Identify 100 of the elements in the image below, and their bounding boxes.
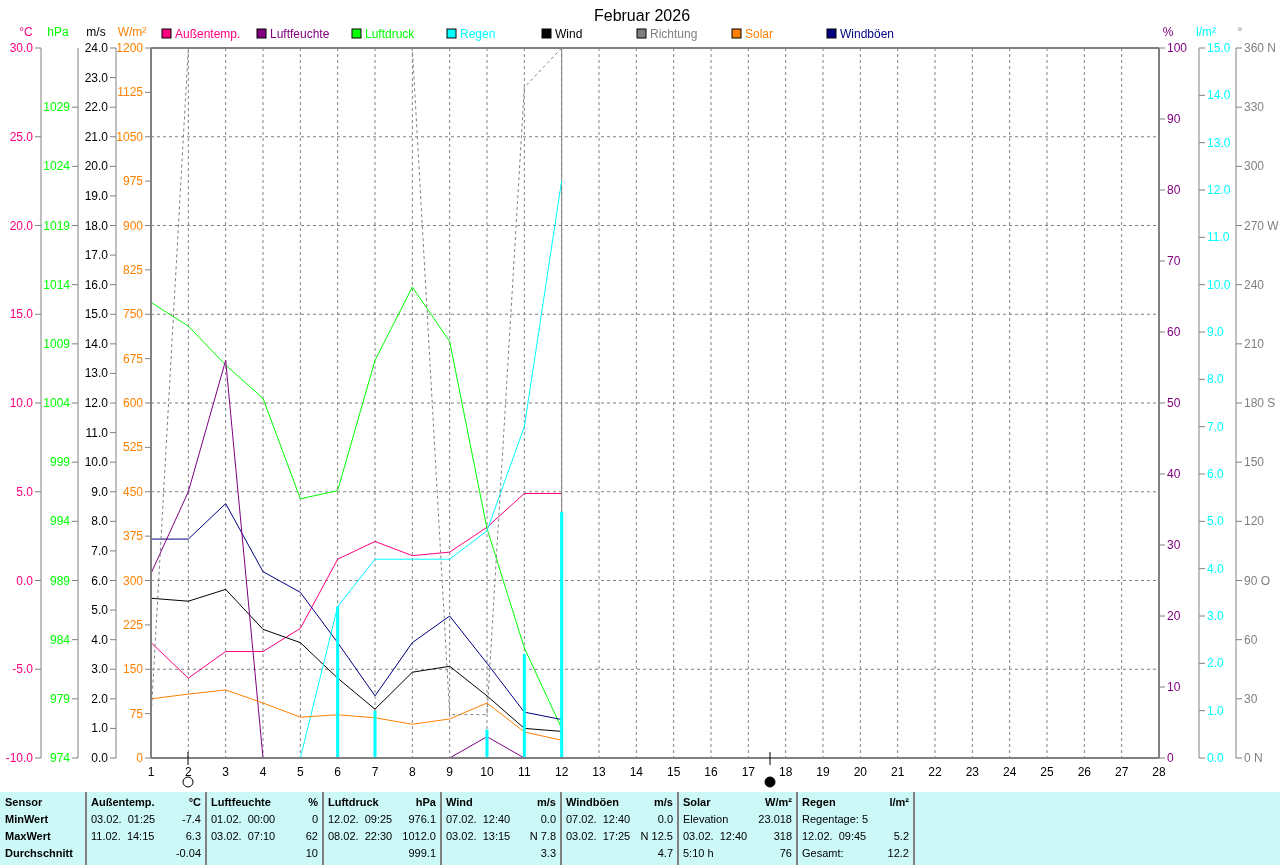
- x-tick-label: 4: [259, 765, 267, 779]
- text: Gesamt:: [802, 847, 844, 859]
- y3-tick-label: 3.0: [91, 662, 109, 677]
- text: 76: [779, 847, 792, 859]
- y2-tick-label: 1029: [43, 100, 71, 115]
- x-tick-label: 3: [222, 765, 230, 779]
- text: 1012.0: [402, 830, 436, 842]
- y-tick-label: 75: [129, 706, 144, 721]
- y3-tick-label: 19.0: [84, 188, 109, 203]
- y3-tick-label: 9.0: [91, 484, 109, 499]
- y3-tick-label: 14.0: [84, 336, 109, 351]
- y-axis-title: °: [1237, 25, 1243, 39]
- x-tick-label: 5: [296, 765, 304, 779]
- y3-tick-label: 5.0: [91, 603, 109, 618]
- y-tick-label: 300: [122, 573, 144, 588]
- y2-tick-label: 994: [49, 514, 71, 529]
- text: 976.1: [408, 813, 436, 825]
- y2-tick-label: 979: [49, 691, 71, 706]
- y3-tick-label: 1.0: [1207, 703, 1225, 718]
- y2-tick-label: 20: [1167, 609, 1181, 623]
- y3-tick-label: 11.0: [85, 425, 109, 440]
- y-tick-label: 1125: [117, 85, 144, 100]
- text: 10: [305, 847, 318, 859]
- legend-label: Regen: [460, 27, 496, 41]
- y-tick-label: 25.0: [9, 129, 34, 144]
- y2-tick-label: 40: [1167, 467, 1181, 481]
- x-tick-label: 9: [446, 765, 454, 779]
- y-tick-label: 90 O: [1244, 573, 1271, 588]
- y3-tick-label: 15.0: [84, 307, 109, 322]
- y-tick-label: 1200: [116, 41, 144, 55]
- legend-label: Richtung: [650, 27, 698, 41]
- y3-tick-label: 10.0: [84, 455, 109, 470]
- x-tick-label: 18: [778, 765, 793, 779]
- x-tick-label: 13: [592, 765, 606, 779]
- y2-tick-label: 10: [1167, 680, 1181, 694]
- x-tick-label: 16: [704, 765, 718, 779]
- y2-tick-label: 989: [49, 573, 71, 588]
- text: -7.4: [182, 813, 201, 825]
- y-axis-title: °C: [19, 25, 34, 39]
- legend-label: Luftfeuchte: [270, 27, 330, 41]
- y3-tick-label: 20.0: [84, 159, 109, 174]
- y2-tick-label: 1004: [43, 396, 71, 410]
- y2-tick-label: 0: [1167, 751, 1174, 765]
- text: 12.2: [887, 847, 909, 859]
- text: N 12.5: [640, 830, 673, 842]
- y-tick-label: 10.0: [9, 396, 34, 410]
- y3-tick-label: 4.0: [91, 632, 109, 647]
- y3-tick-label: 1.0: [91, 721, 109, 736]
- y3-tick-label: 15.0: [1207, 41, 1231, 55]
- y3-tick-label: 17.0: [84, 248, 109, 263]
- text: 6.3: [185, 830, 201, 842]
- text: 999.1: [408, 847, 436, 859]
- y2-tick-label: 1019: [43, 218, 71, 233]
- y-tick-label: 975: [122, 174, 144, 189]
- text: 5.2: [893, 830, 909, 842]
- y3-tick-label: 13.0: [84, 366, 109, 381]
- y-tick-label: 15.0: [9, 307, 34, 322]
- text: 03.02. 12:40: [683, 830, 748, 842]
- legend-label: Windböen: [840, 27, 895, 41]
- legend-label: Solar: [745, 27, 774, 41]
- bar: [485, 729, 489, 758]
- y3-tick-label: 12.0: [1207, 183, 1231, 197]
- text: 07.02. 12:40: [566, 813, 631, 825]
- text: 0: [311, 813, 318, 825]
- y3-tick-label: 13.0: [1207, 135, 1231, 150]
- y-tick-label: 225: [122, 617, 144, 632]
- y2-tick-label: 984: [49, 632, 71, 647]
- x-tick-label: 6: [334, 765, 342, 779]
- y-tick-label: 1050: [116, 129, 144, 144]
- y2-tick-label: 30: [1167, 538, 1181, 552]
- bar: [522, 653, 526, 758]
- text: W/m²: [765, 796, 793, 808]
- x-tick-label: 28: [1152, 765, 1166, 779]
- text: Solar: [683, 796, 712, 808]
- y-tick-label: 150: [122, 662, 144, 677]
- y3-tick-label: 14.0: [1207, 88, 1231, 103]
- text: °C: [188, 796, 202, 808]
- text: Außentemp.: [91, 796, 155, 808]
- text: 03.02. 17:25: [566, 830, 631, 842]
- y2-tick-label: 1024: [43, 159, 71, 174]
- y3-tick-label: 0.0: [1207, 751, 1225, 765]
- y3-tick-label: 23.0: [84, 70, 109, 85]
- y-tick-label: 375: [122, 529, 144, 544]
- x-tick-label: 8: [408, 765, 416, 779]
- y-tick-label: 525: [122, 440, 144, 455]
- text: Windböen: [566, 796, 620, 808]
- y3-tick-label: 0.0: [91, 751, 109, 765]
- y3-tick-label: 7.0: [91, 543, 109, 558]
- y-tick-label: 450: [122, 484, 144, 499]
- y-axis-title: W/m²: [117, 25, 147, 39]
- x-tick-label: 12: [554, 765, 569, 779]
- y-tick-label: 150: [1244, 455, 1265, 470]
- text: %: [308, 796, 319, 808]
- line-series: [299, 180, 563, 759]
- y3-tick-label: 3.0: [1207, 609, 1225, 623]
- y-tick-label: 825: [122, 262, 144, 277]
- y-tick-label: 270 W: [1244, 218, 1280, 233]
- y2-tick-label: 999: [49, 455, 71, 470]
- legend-label: Wind: [555, 27, 583, 41]
- y3-tick-label: 11.0: [1207, 230, 1230, 245]
